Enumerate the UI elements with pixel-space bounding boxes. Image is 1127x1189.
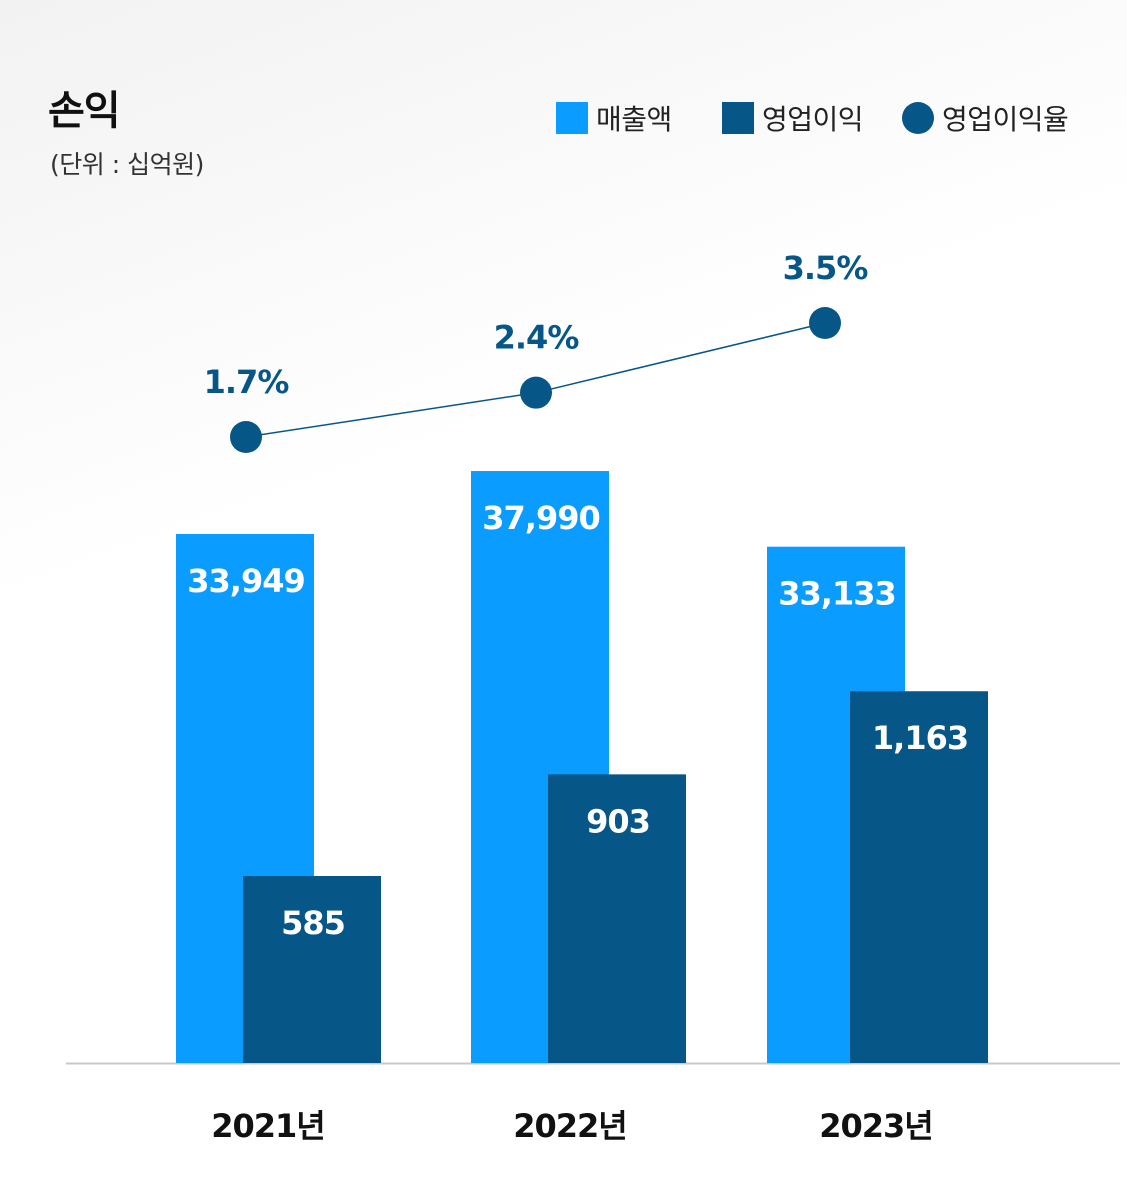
operating-margin-value-label: 2.4% bbox=[494, 319, 580, 357]
legend-dot-operating-margin bbox=[902, 102, 934, 134]
legend-item-operating-profit: 영업이익 bbox=[722, 98, 864, 138]
operating-profit-bar bbox=[243, 876, 381, 1063]
x-tick-label: 2021년 bbox=[211, 1107, 325, 1145]
unit-label: (단위 : 십억원) bbox=[50, 150, 204, 179]
revenue-value-label: 33,133 bbox=[778, 575, 895, 613]
legend-item-operating-margin: 영업이익율 bbox=[902, 98, 1069, 138]
revenue-value-label: 37,990 bbox=[482, 499, 599, 537]
operating-profit-bar bbox=[548, 774, 686, 1063]
operating-margin-point bbox=[520, 376, 552, 409]
operating-profit-bar bbox=[850, 691, 988, 1063]
legend-label-revenue: 매출액 bbox=[596, 103, 672, 136]
legend-item-revenue: 매출액 bbox=[556, 98, 672, 138]
legend-label-operating-margin: 영업이익율 bbox=[942, 103, 1069, 136]
legend-swatch-revenue bbox=[556, 102, 588, 134]
x-tick-label: 2023년 bbox=[819, 1107, 933, 1145]
operating-profit-value-label: 903 bbox=[586, 802, 650, 840]
operating-margin-point bbox=[230, 421, 262, 453]
revenue-value-label: 33,949 bbox=[187, 562, 304, 600]
legend-label-operating-profit: 영업이익 bbox=[762, 103, 864, 136]
operating-margin-value-label: 1.7% bbox=[204, 363, 290, 401]
operating-profit-value-label: 1,163 bbox=[872, 719, 968, 757]
x-tick-label: 2022년 bbox=[513, 1107, 627, 1145]
chart-title: 손익 bbox=[48, 88, 121, 134]
operating-margin-point bbox=[809, 307, 841, 339]
operating-profit-value-label: 585 bbox=[281, 904, 345, 942]
legend-swatch-operating-profit bbox=[722, 102, 754, 134]
operating-margin-value-label: 3.5% bbox=[783, 249, 869, 287]
